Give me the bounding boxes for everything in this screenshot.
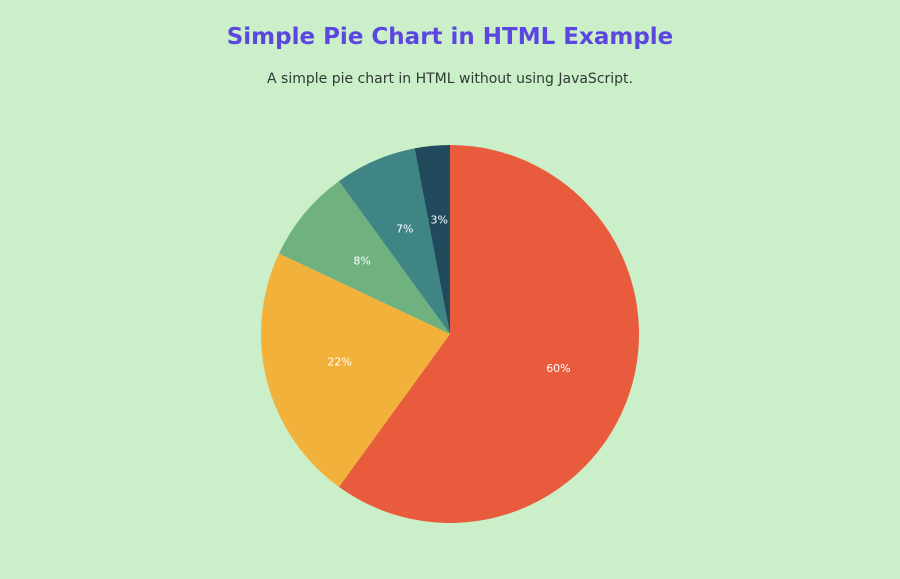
pie-slice-label-2: 22% xyxy=(327,355,351,368)
pie-slice-1 xyxy=(338,145,640,523)
pie-labels: 60% 22% 8% 7% 3% xyxy=(327,214,570,376)
pie-slice-4 xyxy=(338,148,450,334)
page-subtitle: A simple pie chart in HTML without using… xyxy=(267,71,633,87)
pie-slice-label-3: 8% xyxy=(353,254,370,267)
pie-slice-label-4: 7% xyxy=(396,222,413,235)
pie-slice-2 xyxy=(261,253,450,487)
page-title: Simple Pie Chart in HTML Example xyxy=(226,24,674,50)
pie-slice-label-1: 60% xyxy=(546,362,570,375)
pie-slice-label-5: 3% xyxy=(431,214,448,227)
pie-slice-3 xyxy=(278,181,450,334)
pie-slice-5 xyxy=(414,145,450,334)
pie-slices xyxy=(261,145,640,523)
